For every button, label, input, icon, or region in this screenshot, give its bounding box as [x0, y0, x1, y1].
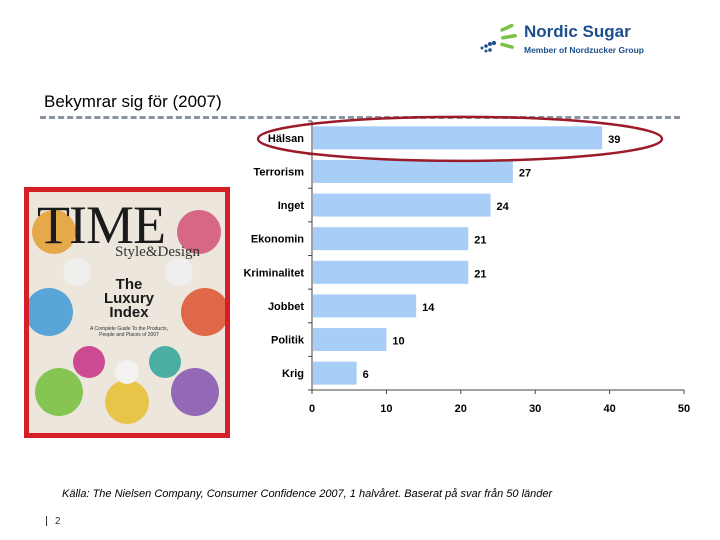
logo-name: Nordic Sugar — [524, 22, 631, 41]
bar — [313, 328, 387, 352]
page-number: 2 — [46, 516, 61, 527]
highlight-ellipse — [256, 115, 664, 163]
category-label: Kriminalitet — [243, 267, 304, 279]
x-tick-label: 40 — [603, 403, 615, 415]
bar — [313, 294, 417, 318]
x-tick-label: 0 — [309, 403, 315, 415]
category-label: Jobbet — [268, 301, 304, 313]
category-label: Hälsan — [268, 133, 304, 145]
data-label: 14 — [422, 302, 435, 314]
cover-headline: The Luxury Index — [103, 276, 154, 321]
category-label: Ekonomin — [251, 234, 304, 246]
bar — [313, 126, 603, 150]
data-label: 27 — [519, 167, 531, 179]
category-label: Krig — [282, 368, 304, 380]
nordic-sugar-logo: Nordic Sugar Member of Nordzucker Group — [478, 22, 678, 62]
category-label: Terrorism — [253, 166, 304, 178]
cover-style-line: Style&Design — [115, 244, 200, 260]
data-label: 24 — [497, 201, 510, 213]
source-note: Källa: The Nielsen Company, Consumer Con… — [62, 488, 553, 500]
logo-tagline: Member of Nordzucker Group — [524, 45, 644, 55]
x-tick-label: 30 — [529, 403, 541, 415]
x-tick-label: 20 — [455, 403, 467, 415]
time-magazine-cover: TIME Style&Design The Luxury Index A Com… — [24, 187, 230, 438]
cover-subline: A Complete Guide To the Products, People… — [89, 326, 168, 338]
bar — [313, 361, 357, 385]
cover-masthead: TIME — [37, 195, 166, 255]
logo-mark-icon — [480, 23, 517, 53]
x-tick-label: 10 — [380, 403, 392, 415]
title-divider — [40, 116, 680, 119]
data-label: 21 — [474, 268, 486, 280]
data-label: 21 — [474, 235, 486, 247]
bar — [313, 260, 469, 284]
category-label: Inget — [278, 200, 305, 212]
data-label: 6 — [363, 369, 369, 381]
page-number-value: 2 — [55, 516, 61, 527]
x-tick-label: 50 — [678, 403, 690, 415]
cover-artwork: TIME Style&Design The Luxury Index A Com… — [29, 192, 225, 433]
data-label: 10 — [392, 336, 404, 348]
bar — [313, 159, 513, 183]
cover-bottles-icon — [29, 210, 225, 424]
category-label: Politik — [271, 335, 305, 347]
page-title: Bekymrar sig för (2007) — [44, 92, 222, 111]
bar — [313, 193, 491, 217]
bar — [313, 227, 469, 251]
data-label: 39 — [608, 134, 620, 146]
page-number-divider — [46, 516, 47, 527]
